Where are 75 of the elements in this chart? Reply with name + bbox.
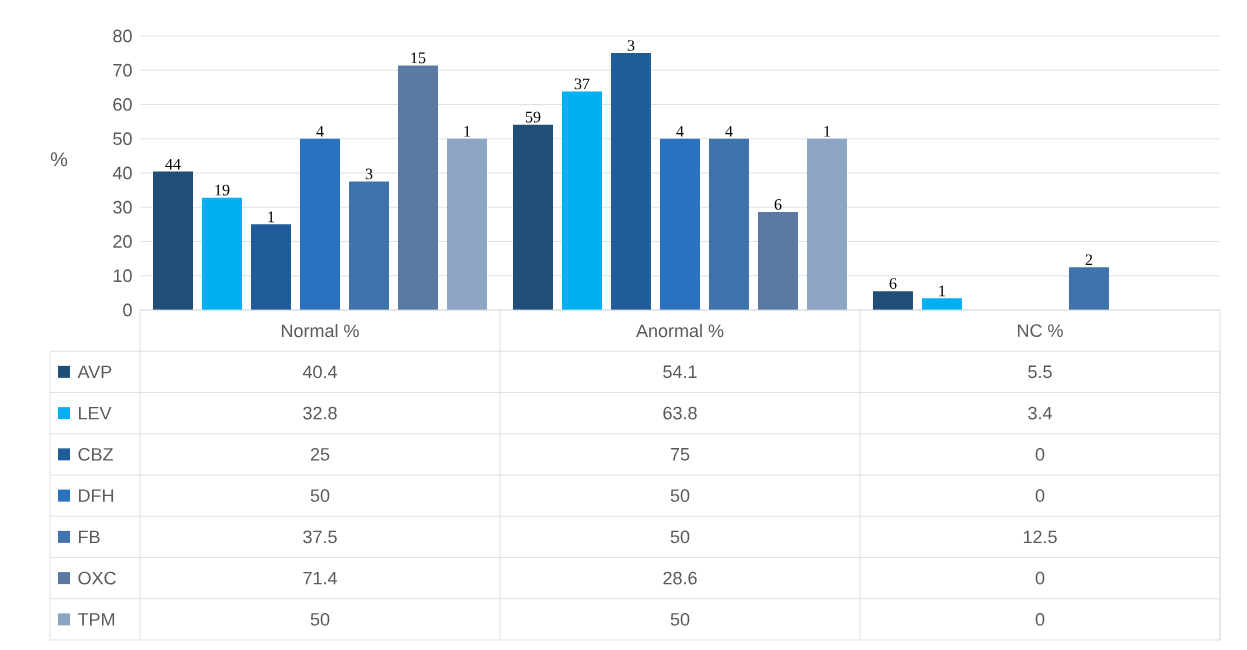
annotation: 3 (365, 168, 373, 180)
annotation: 44 (165, 158, 181, 170)
annotation: 4 (725, 126, 733, 137)
data-label: 3.4 (1028, 406, 1052, 420)
y-tick-label: 30 (113, 200, 132, 214)
y-tick-label: 80 (113, 29, 132, 43)
y-tick-label: 0 (123, 303, 132, 317)
bar (757, 212, 798, 310)
y-tick-label: 20 (113, 235, 132, 248)
data-label: 0 (1035, 447, 1045, 461)
data-label: 37.5 (303, 530, 337, 544)
data-label: 32.8 (303, 406, 337, 420)
data-label: 50 (670, 489, 690, 502)
annotation: 37 (574, 78, 590, 90)
bar (202, 197, 242, 310)
data-label: 40.4 (302, 365, 337, 379)
data-label: 63.8 (663, 406, 697, 420)
data-label: 0 (1035, 571, 1045, 585)
y-axis-title: % (50, 152, 68, 167)
bar (1068, 267, 1109, 310)
bar (708, 138, 749, 310)
annotation: 4 (676, 126, 684, 137)
annotation: 1 (464, 125, 471, 137)
bar (610, 53, 651, 310)
bar (398, 65, 438, 310)
y-tick-label: 40 (112, 166, 132, 180)
annotation: 2 (1085, 254, 1093, 265)
annotation: 1 (939, 285, 946, 297)
legend-label: LEV (79, 406, 112, 420)
bar (806, 138, 847, 310)
bar (561, 91, 602, 310)
bar (447, 138, 487, 310)
x-tick-label: NC % (1017, 324, 1063, 337)
data-label: 0 (1035, 489, 1045, 502)
annotation: 15 (411, 52, 426, 64)
data-label: 50 (670, 530, 690, 544)
bar (921, 298, 962, 310)
data-label: 50 (670, 612, 690, 626)
annotation: 3 (627, 40, 635, 51)
bar (349, 181, 389, 310)
bar (251, 224, 292, 310)
x-tick-label: Normal % (281, 323, 359, 338)
data-label: 0 (1035, 612, 1045, 626)
y-tick-label: 50 (113, 132, 132, 146)
data-label: 5.5 (1028, 365, 1052, 379)
data-label: 50 (310, 612, 330, 626)
y-tick-label: 70 (113, 63, 132, 77)
x-tick-label: Anormal % (636, 323, 724, 338)
annotation: 6 (774, 199, 782, 210)
data-label: 28.6 (663, 571, 697, 585)
annotation: 1 (824, 125, 831, 137)
annotation: 59 (525, 111, 541, 123)
bar (872, 291, 913, 310)
bar (512, 124, 553, 310)
bar (659, 138, 700, 310)
data-label: 50 (310, 489, 330, 502)
y-tick-label: 10 (113, 269, 132, 283)
data-label: 12.5 (1023, 530, 1057, 544)
legend-label: TPM (77, 613, 115, 626)
legend-label: CBZ (78, 447, 113, 461)
bar (153, 171, 193, 310)
legend-label: AVP (77, 365, 112, 379)
annotation: 1 (268, 211, 275, 223)
annotation: 6 (889, 278, 897, 289)
legend-label: FB (79, 530, 100, 544)
legend-label: DFH (79, 489, 114, 502)
data-label: 25 (310, 447, 330, 461)
legend-label: OXC (78, 571, 116, 585)
data-label: 54.1 (663, 365, 697, 379)
annotation: 4 (316, 126, 324, 137)
data-label: 75 (670, 448, 690, 461)
data-label: 71.4 (303, 571, 337, 585)
bar (300, 138, 340, 310)
annotation: 19 (215, 184, 230, 196)
y-tick-label: 60 (113, 98, 132, 111)
